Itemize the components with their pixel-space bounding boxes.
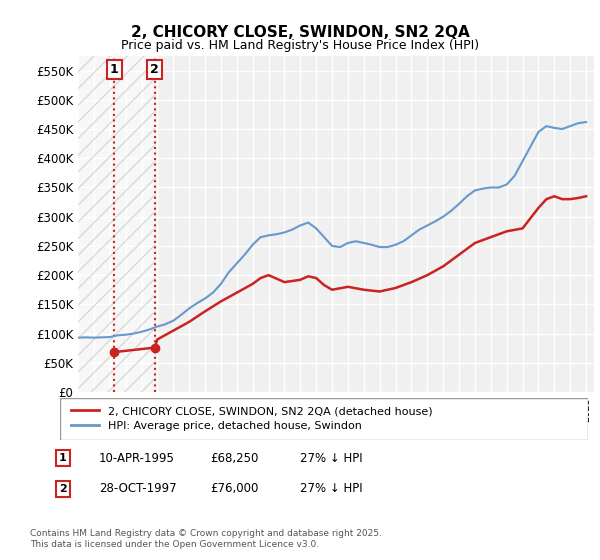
Text: Price paid vs. HM Land Registry's House Price Index (HPI): Price paid vs. HM Land Registry's House … — [121, 39, 479, 52]
FancyBboxPatch shape — [60, 398, 588, 440]
Text: 27% ↓ HPI: 27% ↓ HPI — [300, 482, 362, 496]
Text: £68,250: £68,250 — [210, 451, 259, 465]
Bar — [78, 56, 155, 392]
Text: 2, CHICORY CLOSE, SWINDON, SN2 2QA: 2, CHICORY CLOSE, SWINDON, SN2 2QA — [131, 25, 469, 40]
Text: 2: 2 — [59, 484, 67, 494]
Text: Contains HM Land Registry data © Crown copyright and database right 2025.
This d: Contains HM Land Registry data © Crown c… — [30, 529, 382, 549]
Text: 10-APR-1995: 10-APR-1995 — [99, 451, 175, 465]
Text: 28-OCT-1997: 28-OCT-1997 — [99, 482, 176, 496]
Text: 2: 2 — [151, 63, 159, 76]
Text: 1: 1 — [59, 453, 67, 463]
Text: 27% ↓ HPI: 27% ↓ HPI — [300, 451, 362, 465]
Text: £76,000: £76,000 — [210, 482, 259, 496]
Legend: 2, CHICORY CLOSE, SWINDON, SN2 2QA (detached house), HPI: Average price, detache: 2, CHICORY CLOSE, SWINDON, SN2 2QA (deta… — [65, 401, 438, 436]
Text: 1: 1 — [110, 63, 118, 76]
